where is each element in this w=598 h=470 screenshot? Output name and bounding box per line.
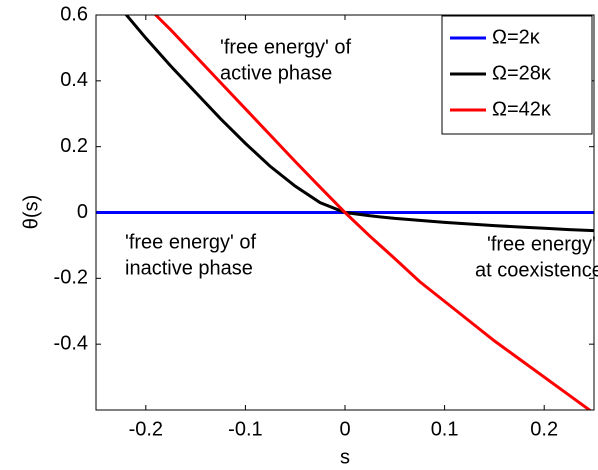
x-tick-label: -0.1 — [228, 418, 262, 440]
y-axis-label: θ(s) — [20, 195, 42, 229]
x-tick-label: -0.2 — [129, 418, 163, 440]
y-tick-label: 0.2 — [60, 135, 88, 157]
plot-lines — [96, 15, 594, 410]
legend-label: Ω=42κ — [492, 98, 552, 120]
y-tick-label: 0 — [77, 201, 88, 223]
annotation: 'free energy' — [487, 233, 596, 255]
x-tick-label: 0 — [339, 418, 350, 440]
y-tick-label: 0.6 — [60, 3, 88, 25]
x-axis-label: s — [340, 446, 350, 468]
annotation: 'free energy' of — [125, 231, 256, 253]
annotation: inactive phase — [125, 257, 253, 279]
annotation: at coexistence — [475, 259, 598, 281]
x-tick-label: 0.2 — [530, 418, 558, 440]
y-tick-label: -0.4 — [54, 332, 88, 354]
line-series — [153, 15, 593, 410]
annotation: 'free energy' of — [220, 36, 351, 58]
legend-label: Ω=28κ — [492, 62, 552, 84]
y-tick-label: -0.2 — [54, 267, 88, 289]
legend-label: Ω=2κ — [492, 26, 541, 48]
x-tick-label: 0.1 — [431, 418, 459, 440]
annotation: active phase — [220, 62, 332, 84]
y-tick-label: 0.4 — [60, 69, 88, 91]
plot-frame — [95, 14, 595, 411]
